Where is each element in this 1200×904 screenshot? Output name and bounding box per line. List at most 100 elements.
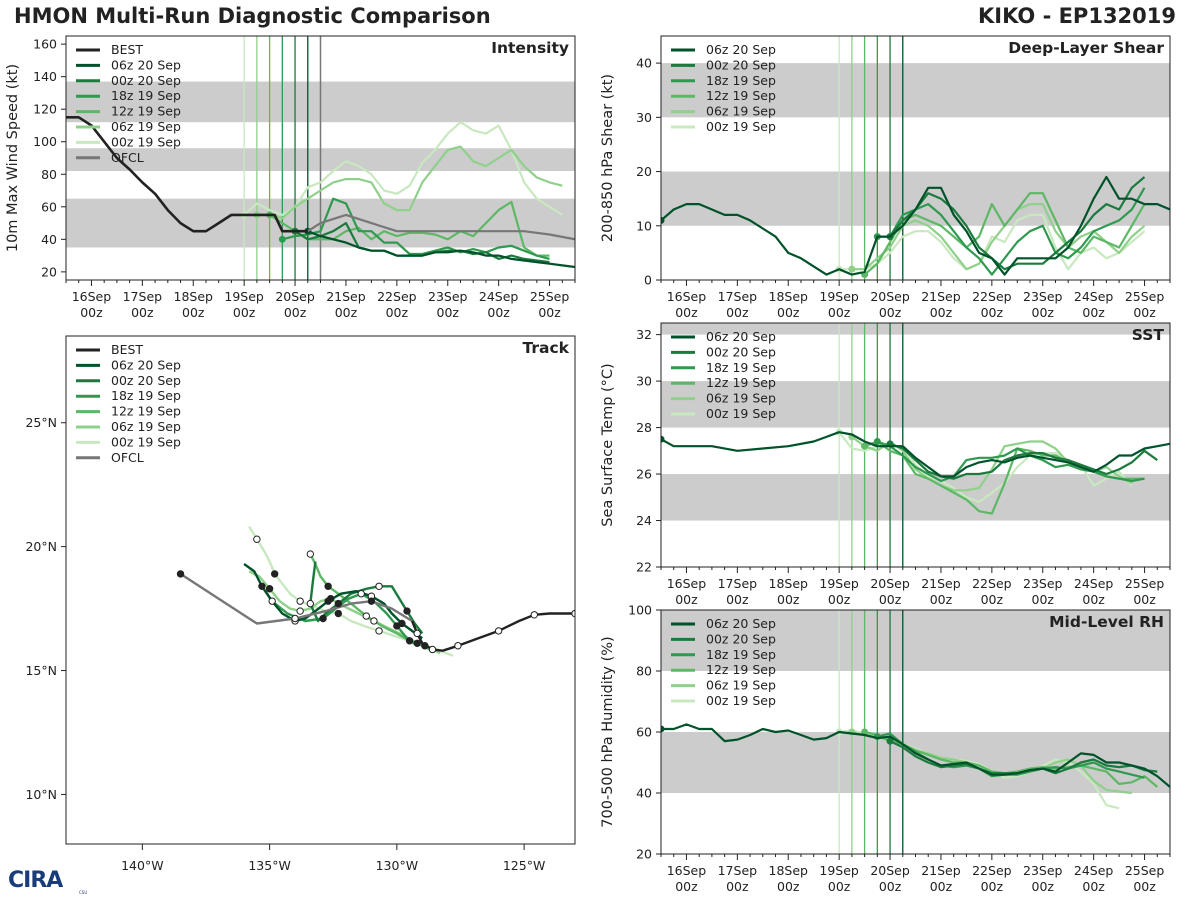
intensity-xtick-day-18sep: 18Sep	[174, 289, 214, 304]
figure-title: HMON Multi-Run Diagnostic Comparison	[14, 4, 491, 28]
sst-series-18z-19-sep	[876, 440, 1145, 483]
rh-legend-label-06z-20-sep: 06z 20 Sep	[706, 616, 776, 631]
intensity-xtick-day-16sep: 16Sep	[72, 289, 112, 304]
track-marker-06z-19-sep	[296, 607, 304, 615]
sst-legend-label-00z-20-sep: 00z 20 Sep	[706, 344, 776, 359]
shear-xtick-day-24sep: 24Sep	[1074, 289, 1114, 304]
shear-xtick-hour-16sep: 00z	[675, 305, 698, 320]
intensity-series-18z-19-sep	[282, 197, 550, 260]
sst-ytick-label-24: 24	[636, 513, 652, 528]
sst-legend-label-06z-19-sep: 06z 19 Sep	[706, 391, 776, 406]
rh-xtick-day-25sep: 25Sep	[1125, 863, 1165, 878]
track-marker-00z-19-sep	[253, 535, 261, 543]
intensity-xtick-hour-18sep: 00z	[182, 305, 205, 320]
sst-panel-title: SST	[1132, 326, 1165, 344]
track-marker-06z-19-sep	[370, 617, 378, 625]
cira-logo: CIRA CSU	[4, 864, 112, 900]
shear-series-06z-19-sep	[851, 203, 1146, 271]
shear-plot-area	[661, 36, 1170, 280]
track-best-marker	[428, 645, 437, 654]
sst-ytick-label-28: 28	[636, 420, 652, 435]
shear-series-06z-20-sep	[661, 175, 1170, 276]
shear-xtick-day-20sep: 20Sep	[870, 289, 910, 304]
shear-xtick-day-17sep: 17Sep	[718, 289, 758, 304]
intensity-legend-label-12z-19-sep: 12z 19 Sep	[111, 104, 181, 119]
track-ytick-label-15-n: 15°N	[25, 663, 57, 678]
track-legend-label-12z-19-sep: 12z 19 Sep	[111, 404, 181, 419]
shear-series-start-06z-20-sep	[661, 216, 665, 224]
sst-band-1	[661, 381, 1170, 428]
sst-band-0	[661, 474, 1170, 521]
intensity-xtick-day-23sep: 23Sep	[428, 289, 468, 304]
rh-chart: 2040608010016Sep00z17Sep00z18Sep00z19Sep…	[600, 603, 1171, 894]
intensity-series-06z-20-sep	[307, 230, 575, 269]
intensity-ytick-label-100: 100	[33, 134, 57, 149]
intensity-xtick-hour-22sep: 00z	[386, 305, 409, 320]
track-marker-00z-20-sep	[403, 607, 411, 615]
track-marker-ofcl	[291, 614, 299, 623]
shear-xtick-day-19sep: 19Sep	[819, 289, 859, 304]
sst-xtick-hour-20sep: 00z	[879, 592, 902, 607]
sst-xtick-day-17sep: 17Sep	[718, 576, 758, 591]
shear-series-18z-19-sep	[877, 187, 1146, 276]
sst-ylabel: Sea Surface Temp (°C)	[600, 363, 616, 526]
track-marker-18z-19-sep	[268, 597, 276, 605]
rh-xtick-day-18sep: 18Sep	[769, 863, 809, 878]
shear-ytick-label-20: 20	[636, 164, 652, 179]
sst-legend-label-00z-19-sep: 00z 19 Sep	[706, 406, 776, 421]
shear-xtick-hour-19sep: 00z	[828, 305, 851, 320]
shear-ytick-label-30: 30	[636, 110, 652, 125]
rh-ytick-label-60: 60	[636, 725, 652, 740]
sst-series-start-18z-19-sep	[873, 438, 881, 446]
sst-xtick-hour-23sep: 00z	[1032, 592, 1055, 607]
rh-xtick-hour-16sep: 00z	[675, 879, 698, 894]
shear-legend-label-00z-20-sep: 00z 20 Sep	[706, 57, 776, 72]
track-marker-06z-19-sep	[265, 585, 274, 593]
shear-panel-title: Deep-Layer Shear	[1008, 39, 1164, 57]
rh-ytick-label-100: 100	[628, 603, 652, 618]
shear-xtick-day-23sep: 23Sep	[1023, 289, 1063, 304]
rh-legend-label-18z-19-sep: 18z 19 Sep	[706, 647, 776, 662]
shear-legend-label-12z-19-sep: 12z 19 Sep	[706, 88, 776, 103]
shear-xtick-hour-24sep: 00z	[1082, 305, 1105, 320]
shear-xtick-hour-18sep: 00z	[777, 305, 800, 320]
shear-band-1	[661, 63, 1170, 118]
shear-series-00z-20-sep	[889, 176, 1146, 271]
shear-xtick-hour-22sep: 00z	[981, 305, 1004, 320]
intensity-xtick-hour-21sep: 00z	[335, 305, 358, 320]
rh-xtick-day-23sep: 23Sep	[1023, 863, 1063, 878]
sst-xtick-day-18sep: 18Sep	[769, 576, 809, 591]
rh-xtick-hour-20sep: 00z	[879, 879, 902, 894]
intensity-panel-title: Intensity	[491, 39, 569, 57]
track-xtick-label-125-w: 125°W	[503, 858, 545, 873]
intensity-ytick-label-140: 140	[33, 69, 57, 84]
track-panel-title: Track	[523, 339, 570, 357]
shear-ytick-label-0: 0	[644, 273, 652, 288]
intensity-xtick-day-17sep: 17Sep	[123, 289, 163, 304]
shear-ytick-label-10: 10	[636, 218, 652, 233]
sst-xtick-hour-19sep: 00z	[828, 592, 851, 607]
shear-xtick-day-18sep: 18Sep	[769, 289, 809, 304]
intensity-ytick-label-60: 60	[41, 199, 57, 214]
sst-legend-label-06z-20-sep: 06z 20 Sep	[706, 329, 776, 344]
cira-logo-sub: CSU	[79, 890, 88, 895]
rh-xtick-day-22sep: 22Sep	[972, 863, 1012, 878]
intensity-plot-area	[66, 36, 575, 280]
track-best-marker	[530, 611, 538, 619]
track-marker-00z-19-sep	[296, 597, 304, 605]
sst-series-start-06z-20-sep	[661, 435, 665, 443]
intensity-legend-label-best: BEST	[111, 42, 143, 57]
intensity-xtick-hour-23sep: 00z	[437, 305, 460, 320]
track-xtick-label-130-w: 130°W	[376, 858, 418, 873]
intensity-xtick-hour-17sep: 00z	[131, 305, 154, 320]
intensity-ytick-label-20: 20	[41, 264, 57, 279]
intensity-series-start-18z-19-sep	[278, 235, 286, 243]
sst-series-00z-20-sep	[889, 442, 1158, 480]
sst-xtick-day-24sep: 24Sep	[1074, 576, 1114, 591]
track-marker-ofcl	[176, 570, 185, 578]
intensity-xtick-hour-24sep: 00z	[487, 305, 510, 320]
